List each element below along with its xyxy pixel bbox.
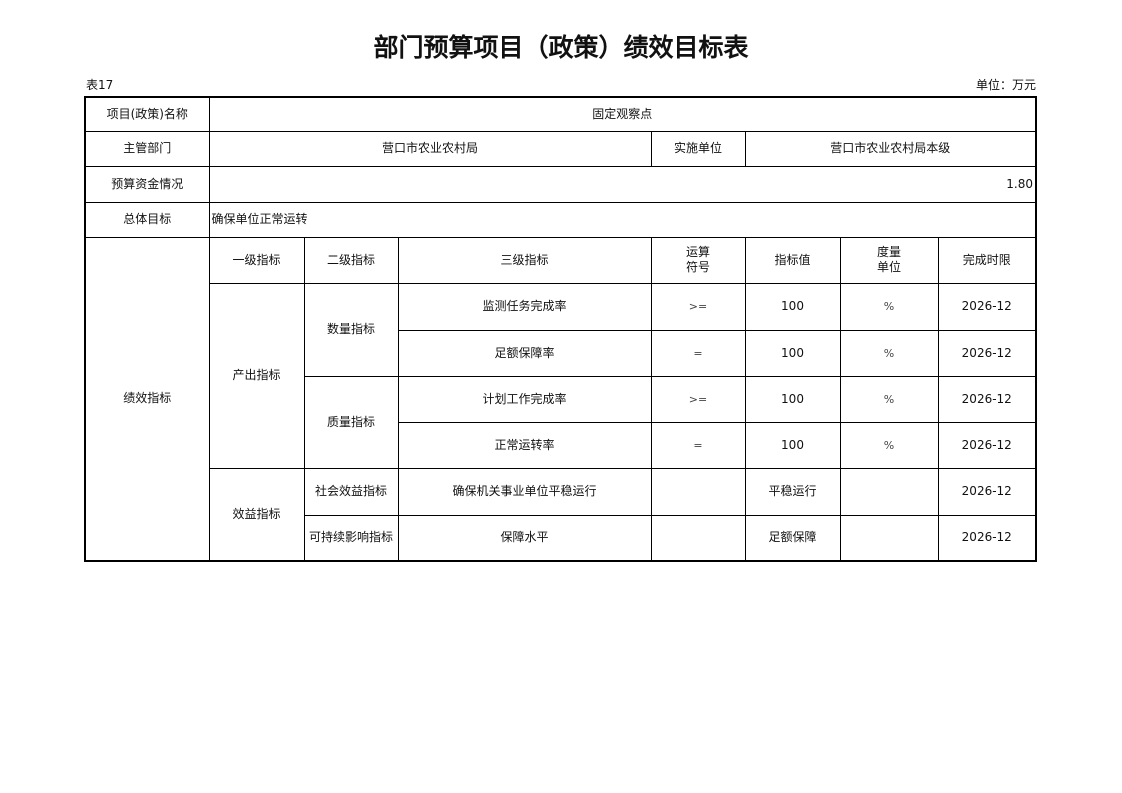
indicator-value: 平稳运行 [744, 467, 841, 516]
indicator-name: 监测任务完成率 [397, 282, 652, 331]
indicator-name: 保障水平 [397, 514, 652, 562]
goal-label: 总体目标 [84, 201, 210, 238]
indicator-unit [839, 467, 939, 516]
indicator-deadline: 2026-12 [937, 514, 1037, 562]
indicator-name: 足额保障率 [397, 329, 652, 377]
header-deadline: 完成时限 [937, 236, 1037, 284]
level1-output: 产出指标 [208, 282, 305, 469]
indicator-op: >= [650, 375, 746, 423]
unit-label: 单位：万元 [975, 78, 1036, 92]
indicator-deadline: 2026-12 [937, 467, 1037, 516]
indicator-name: 确保机关事业单位平稳运行 [397, 467, 652, 516]
indicator-name: 正常运转率 [397, 421, 652, 469]
indicator-deadline: 2026-12 [937, 329, 1037, 377]
indicator-value: 100 [744, 329, 841, 377]
impl-label: 实施单位 [650, 130, 746, 167]
indicator-value: 100 [744, 375, 841, 423]
header-unit: 度量 单位 [839, 236, 939, 284]
level2-quality: 质量指标 [303, 375, 399, 469]
header-level3: 三级指标 [397, 236, 652, 284]
project-name: 固定观察点 [208, 96, 1037, 132]
header-level1: 一级指标 [208, 236, 305, 284]
indicator-value: 足额保障 [744, 514, 841, 562]
project-name-label: 项目(政策)名称 [84, 96, 210, 132]
indicator-unit: % [839, 421, 939, 469]
table-number: 表17 [86, 78, 114, 92]
indicator-value: 100 [744, 421, 841, 469]
level1-benefit: 效益指标 [208, 467, 305, 562]
indicator-op [650, 514, 746, 562]
indicator-op: >= [650, 282, 746, 331]
indicator-deadline: 2026-12 [937, 375, 1037, 423]
performance-table: 项目(政策)名称 固定观察点 主管部门 营口市农业农村局 实施单位 营口市农业农… [84, 96, 1037, 562]
indicator-unit [839, 514, 939, 562]
indicator-deadline: 2026-12 [937, 421, 1037, 469]
indicator-value: 100 [744, 282, 841, 331]
indicator-unit: % [839, 282, 939, 331]
dept-label: 主管部门 [84, 130, 210, 167]
indicator-unit: % [839, 375, 939, 423]
impl: 营口市农业农村局本级 [744, 130, 1037, 167]
budget: 1.80 [208, 165, 1037, 203]
header-operator: 运算 符号 [650, 236, 746, 284]
level2-quantity: 数量指标 [303, 282, 399, 377]
indicator-deadline: 2026-12 [937, 282, 1037, 331]
dept: 营口市农业农村局 [208, 130, 652, 167]
level2-social: 社会效益指标 [303, 467, 399, 516]
indicator-unit: % [839, 329, 939, 377]
perf-label: 绩效指标 [84, 236, 210, 562]
budget-label: 预算资金情况 [84, 165, 210, 203]
indicator-op: = [650, 329, 746, 377]
header-value: 指标值 [744, 236, 841, 284]
page-title: 部门预算项目（政策）绩效目标表 [373, 33, 749, 62]
indicator-op: = [650, 421, 746, 469]
indicator-op [650, 467, 746, 516]
header-level2: 二级指标 [303, 236, 399, 284]
indicator-name: 计划工作完成率 [397, 375, 652, 423]
level2-sustainable: 可持续影响指标 [303, 514, 399, 562]
goal: 确保单位正常运转 [208, 201, 1037, 238]
